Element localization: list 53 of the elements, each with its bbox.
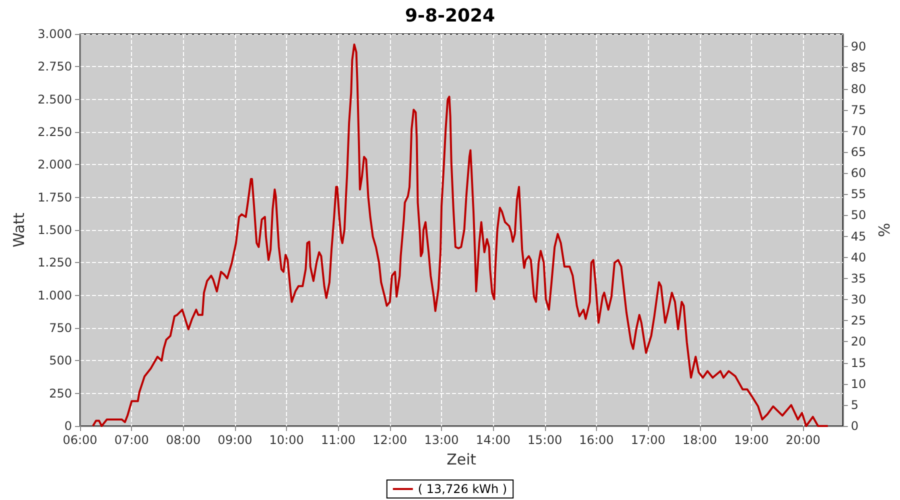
y2-tick-label: 75 (850, 102, 866, 117)
y2-tick-label: 90 (850, 40, 866, 54)
y-tick-label: 2.750 (38, 60, 72, 74)
y-tick-label: 500 (49, 354, 72, 368)
y2-tick-label: 10 (850, 376, 866, 391)
y2-tick-label: 70 (850, 124, 866, 138)
x-tick-label: 15:00 (528, 433, 562, 447)
y-tick-label: 750 (49, 321, 72, 335)
line-series (92, 43, 829, 427)
y2-tick-label: 15 (850, 356, 866, 370)
y-axis-title: Watt (10, 212, 28, 248)
x-tick-label: 06:00 (62, 433, 98, 447)
y-tick-label: 3.000 (38, 27, 72, 41)
y2-tick-label: 25 (850, 314, 866, 328)
x-tick-label: 08:00 (166, 433, 201, 447)
y-tick-label: 1.750 (38, 190, 72, 204)
y-tick-label: 1.250 (38, 256, 72, 270)
y-tick-label: 2.250 (38, 125, 72, 139)
y2-tick-label: 80 (850, 82, 866, 96)
y-tick-label: 1.500 (38, 223, 72, 237)
x-tick-label: 17:00 (630, 433, 666, 447)
y2-tick-label: 65 (850, 145, 866, 160)
y2-axis-title: % (876, 222, 894, 238)
x-tick-label: 18:00 (682, 433, 718, 447)
y2-tick-label: 40 (850, 250, 866, 264)
x-axis-title: Zeit (446, 450, 476, 468)
y-tick-label: 0 (64, 419, 72, 433)
x-tick-label: 07:00 (114, 433, 149, 447)
y2-tick-label: 85 (850, 60, 866, 75)
y2-tick-label: 0 (850, 419, 858, 433)
x-tick-label: 14:00 (476, 433, 510, 447)
y2-tick-label: 60 (850, 166, 866, 180)
y2-tick-label: 5 (850, 398, 858, 412)
y2-tick-label: 35 (850, 271, 866, 286)
x-tick-label: 09:00 (218, 433, 252, 447)
x-tick-label: 12:00 (372, 433, 408, 447)
y-tick-label: 2.000 (38, 158, 72, 172)
x-tick-label: 19:00 (734, 433, 769, 447)
x-tick-label: 11:00 (320, 433, 356, 447)
x-tick-label: 13:00 (424, 433, 459, 447)
legend-label: ( 13,726 kWh ) (418, 482, 508, 496)
y2-tick-label: 55 (850, 187, 866, 202)
y-tick-label: 2.500 (38, 92, 72, 106)
y2-tick-label: 50 (850, 208, 866, 222)
y2-tick-label: 20 (850, 334, 866, 349)
x-tick-label: 20:00 (786, 433, 820, 447)
y2-tick-label: 30 (850, 292, 866, 307)
chart-title: 9-8-2024 (404, 6, 496, 26)
x-tick-label: 10:00 (269, 433, 304, 447)
x-tick-label: 16:00 (579, 433, 614, 447)
y2-tick-label: 45 (850, 229, 866, 244)
y-tick-label: 250 (49, 386, 72, 400)
y-tick-label: 1.000 (38, 288, 72, 302)
